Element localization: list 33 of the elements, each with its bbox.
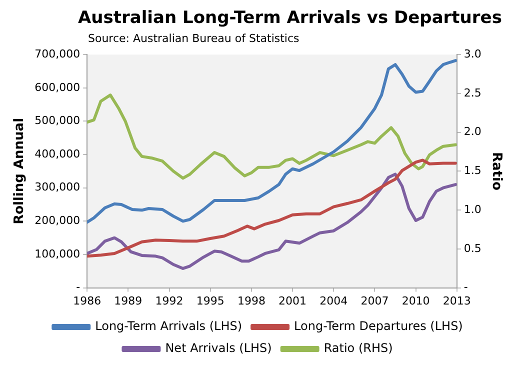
- y2-tick-label: 3.0: [464, 47, 482, 60]
- x-tick-label: 1992: [155, 294, 184, 308]
- y-tick-label: 700,000: [34, 47, 80, 60]
- x-tick-label: 2013: [442, 294, 471, 308]
- x-tick-label: 1986: [73, 294, 102, 308]
- y2-tick-label: 0.5: [464, 242, 482, 255]
- y-axis-title: Rolling Annual: [12, 118, 28, 224]
- source-note: Source: Australian Bureau of Statistics: [88, 32, 300, 45]
- y-tick-label: 400,000: [34, 147, 80, 160]
- legend-label: Net Arrivals (LHS): [165, 341, 272, 356]
- y-tick-label: 100,000: [34, 247, 80, 260]
- legend-label: Long-Term Arrivals (LHS): [95, 319, 242, 334]
- x-tick-label: 2007: [360, 294, 389, 308]
- legend-label: Long-Term Departures (LHS): [294, 319, 463, 334]
- y-tick-label: 600,000: [34, 80, 80, 94]
- x-tick-label: 2004: [320, 294, 348, 308]
- y-tick-label: 200,000: [34, 214, 80, 228]
- y2-tick-label: -: [464, 280, 468, 294]
- x-tick-label: 1998: [237, 294, 266, 308]
- y-tick-label: 500,000: [34, 114, 80, 128]
- y2-tick-label: 2.0: [464, 125, 482, 138]
- x-tick-label: 1995: [196, 294, 224, 308]
- chart-title: Australian Long-Term Arrivals vs Departures: [78, 8, 503, 28]
- y2-tick-label: 1.0: [464, 202, 482, 216]
- x-tick-label: 2010: [402, 294, 430, 308]
- x-tick-label: 2001: [278, 294, 307, 308]
- y2-tick-label: 2.5: [464, 86, 482, 100]
- y-tick-label: -: [76, 280, 80, 294]
- x-tick-label: 1989: [114, 294, 142, 308]
- y2-tick-label: 1.5: [464, 164, 482, 178]
- y-tick-label: 300,000: [34, 180, 80, 194]
- y2-axis-title: Ratio: [488, 152, 504, 190]
- legend-label: Ratio (RHS): [324, 341, 393, 356]
